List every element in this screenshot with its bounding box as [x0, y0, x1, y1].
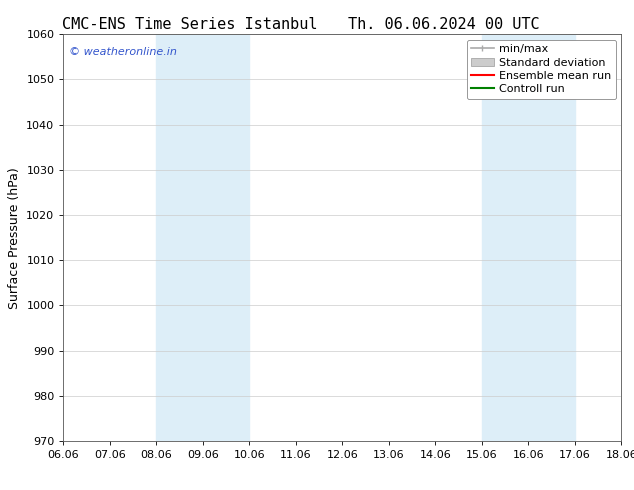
- Bar: [482, 34, 575, 441]
- Text: Th. 06.06.2024 00 UTC: Th. 06.06.2024 00 UTC: [348, 17, 540, 32]
- Text: CMC-ENS Time Series Istanbul: CMC-ENS Time Series Istanbul: [63, 17, 318, 32]
- Text: © weatheronline.in: © weatheronline.in: [69, 47, 177, 56]
- Bar: [157, 34, 249, 441]
- Y-axis label: Surface Pressure (hPa): Surface Pressure (hPa): [8, 167, 21, 309]
- Legend: min/max, Standard deviation, Ensemble mean run, Controll run: min/max, Standard deviation, Ensemble me…: [467, 40, 616, 99]
